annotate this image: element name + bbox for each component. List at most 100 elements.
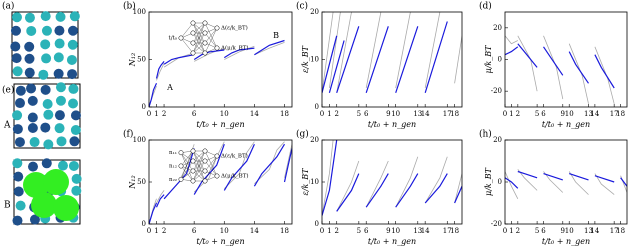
inset-input: n₁₂ (169, 164, 177, 170)
x-tick-label: 0 (320, 110, 324, 118)
series-line (322, 140, 462, 216)
cluster (53, 195, 79, 221)
plot-frame (148, 139, 293, 225)
x-tick-label: 9 (386, 110, 390, 118)
particle (69, 11, 80, 22)
x-tick-label: 0 (503, 227, 507, 235)
x-axis-label: t/t₀ + n_gen (542, 120, 590, 129)
y-tick-label: 50 (137, 56, 146, 64)
particle (40, 39, 51, 50)
particle (54, 25, 65, 36)
y-tick-label: 10 (310, 178, 319, 186)
particle (53, 52, 64, 63)
x-tick-label: 18 (616, 110, 625, 118)
x-tick-label: 9 (386, 227, 390, 235)
x-tick-label: 1 (509, 227, 513, 235)
y-tick-label: 20 (310, 136, 319, 144)
particle (27, 161, 38, 172)
nn-node (190, 148, 196, 154)
y-tick-label: 50 (137, 178, 146, 186)
particle (12, 110, 23, 121)
inset-input: t/t₀ (169, 36, 178, 42)
particle (24, 12, 35, 23)
inset-output: Δ(μ/k_BT) (221, 45, 248, 52)
particle (70, 110, 81, 121)
particle (53, 68, 64, 79)
plot-frame (504, 139, 628, 225)
particle (10, 25, 21, 36)
x-tick-label: 18 (280, 110, 289, 118)
particle (12, 215, 23, 226)
nn-edge (192, 150, 206, 172)
nn-node (202, 50, 208, 56)
y-tick-label: 0 (315, 103, 319, 111)
nn-edge (204, 155, 218, 182)
series-line (505, 43, 615, 89)
particle (38, 69, 49, 80)
particle (12, 66, 23, 77)
x-tick-label: 14 (421, 227, 430, 235)
x-tick-label: 14 (590, 110, 599, 118)
x-tick-label: 10 (565, 110, 574, 118)
particle (12, 158, 23, 169)
particle (24, 67, 35, 78)
particle (54, 110, 65, 121)
particle (42, 98, 53, 109)
nn-edge (180, 165, 194, 182)
particle (40, 122, 51, 133)
nn-edge (192, 150, 206, 182)
particle (27, 123, 38, 134)
nn-edge (180, 160, 194, 180)
panel-label: (c) (296, 1, 308, 12)
nn-edge (204, 27, 218, 44)
particle (70, 125, 81, 136)
x-tick-label: 1 (327, 110, 331, 118)
nn-node (202, 20, 208, 26)
x-tick-label: 6 (364, 227, 369, 235)
y-axis-label: μ/k_BT (484, 167, 493, 196)
nn-edge (180, 150, 194, 167)
state-label: A (3, 121, 11, 131)
particle (71, 173, 82, 184)
series-line (322, 140, 462, 216)
particle (13, 171, 24, 182)
nn-edge (192, 22, 206, 44)
x-tick-label: 9 (561, 227, 565, 235)
y-axis-label: ε/k_BT (301, 168, 310, 196)
plot-frame (148, 11, 293, 108)
x-tick-label: 13 (413, 110, 422, 118)
particle (40, 11, 51, 22)
x-tick-label: 13 (584, 110, 593, 118)
x-axis-label: t/t₀ + n_gen (368, 237, 416, 246)
panel-label: (d) (479, 1, 492, 12)
x-tick-label: 10 (391, 110, 400, 118)
nn-node (190, 20, 196, 26)
nn-node (202, 30, 208, 36)
nn-edge (180, 22, 194, 39)
nn-node (214, 173, 220, 179)
nn-node (202, 40, 208, 46)
cluster (43, 169, 69, 195)
x-tick-label: 6 (364, 110, 369, 118)
nn-edge (180, 37, 194, 54)
particle (41, 53, 52, 64)
x-tick-label: 1 (509, 110, 513, 118)
panel-label: (g) (296, 129, 309, 140)
nn-node (214, 153, 220, 159)
particle (43, 109, 54, 120)
particle (68, 98, 79, 109)
nn-node (214, 25, 220, 31)
particle (15, 200, 26, 211)
x-tick-label: 6 (541, 110, 546, 118)
nn-node (214, 45, 220, 51)
particle (68, 160, 79, 171)
particle (24, 41, 35, 52)
panel-label: (f) (123, 129, 133, 140)
series-line (322, 12, 462, 93)
particle (29, 137, 40, 148)
x-tick-label: 14 (421, 110, 430, 118)
particle (27, 112, 38, 123)
y-tick-label: 100 (133, 136, 146, 144)
x-tick-label: 10 (220, 110, 229, 118)
y-tick-label: 0 (142, 103, 146, 111)
